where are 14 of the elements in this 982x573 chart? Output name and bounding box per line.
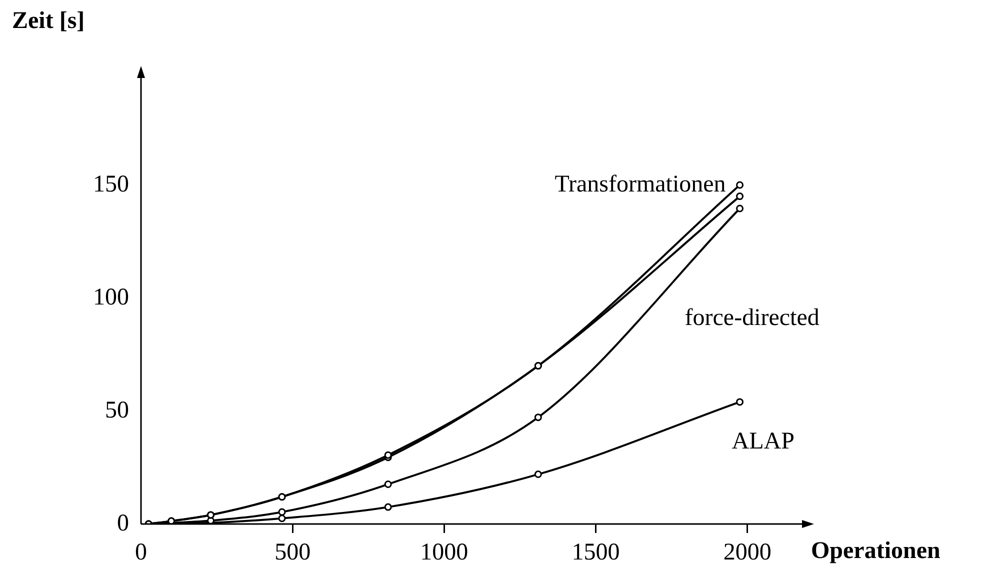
series-label: force-directed [684, 304, 820, 331]
x-axis-title: Operationen [811, 538, 940, 564]
x-tick-label: 1000 [420, 540, 468, 566]
y-tick-label: 150 [93, 171, 129, 198]
x-tick-label: 1500 [572, 540, 620, 566]
y-tick-label: 0 [117, 510, 129, 536]
y-tick-label: 100 [93, 284, 129, 310]
series-label: ALAP [732, 428, 794, 454]
y-tick-label: 50 [105, 397, 129, 424]
x-tick-label: 0 [135, 540, 147, 566]
x-tick-label: 2000 [723, 540, 772, 566]
series-label: Transformationen [554, 171, 726, 198]
x-tick-label: 500 [274, 540, 311, 566]
y-axis-title: Zeit [s] [12, 8, 85, 34]
